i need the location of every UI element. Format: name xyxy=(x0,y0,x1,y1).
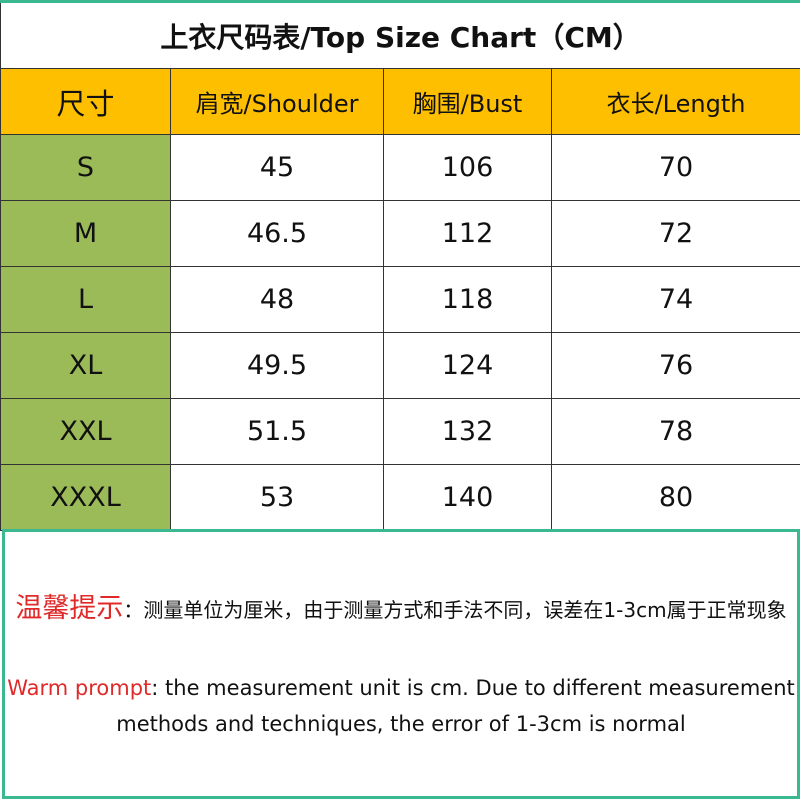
cell-size: XXXL xyxy=(0,464,171,531)
cell-size: XL xyxy=(0,332,171,399)
cell-shoulder: 49.5 xyxy=(170,332,384,399)
cell-size: XXL xyxy=(0,398,171,465)
size-table: 上衣尺码表/Top Size Chart（CM） 尺寸 肩宽/Shoulder … xyxy=(0,0,800,531)
table-row: XXL 51.5 132 78 xyxy=(0,398,800,465)
table-title: 上衣尺码表/Top Size Chart（CM） xyxy=(0,0,800,69)
cell-shoulder: 51.5 xyxy=(170,398,384,465)
note-en-label: Warm prompt xyxy=(7,676,152,700)
note-cn-text: ：测量单位为厘米，由于测量方式和手法不同，误差在1-3cm属于正常现象 xyxy=(123,598,787,622)
table-row: XL 49.5 124 76 xyxy=(0,332,800,399)
note-english: Warm prompt: the measurement unit is cm.… xyxy=(5,670,797,742)
header-length: 衣长/Length xyxy=(550,68,800,135)
table-row: M 46.5 112 72 xyxy=(0,200,800,267)
table-row: S 45 106 70 xyxy=(0,134,800,201)
header-bust: 胸围/Bust xyxy=(383,68,552,135)
cell-bust: 124 xyxy=(383,332,552,399)
header-shoulder: 肩宽/Shoulder xyxy=(170,68,384,135)
cell-bust: 112 xyxy=(383,200,552,267)
table-row: XXXL 53 140 80 xyxy=(0,464,800,531)
cell-shoulder: 46.5 xyxy=(170,200,384,267)
cell-shoulder: 48 xyxy=(170,266,384,333)
warm-prompt-note: 温馨提示：测量单位为厘米，由于测量方式和手法不同，误差在1-3cm属于正常现象 … xyxy=(2,529,800,799)
table-row: L 48 118 74 xyxy=(0,266,800,333)
cell-shoulder: 53 xyxy=(170,464,384,531)
cell-size: S xyxy=(0,134,171,201)
cell-length: 80 xyxy=(550,464,800,531)
cell-shoulder: 45 xyxy=(170,134,384,201)
header-row: 尺寸 肩宽/Shoulder 胸围/Bust 衣长/Length xyxy=(0,68,800,135)
cell-size: L xyxy=(0,266,171,333)
title-row: 上衣尺码表/Top Size Chart（CM） xyxy=(0,0,800,69)
cell-bust: 132 xyxy=(383,398,552,465)
cell-length: 72 xyxy=(550,200,800,267)
cell-bust: 106 xyxy=(383,134,552,201)
cell-length: 70 xyxy=(550,134,800,201)
cell-bust: 140 xyxy=(383,464,552,531)
cell-length: 76 xyxy=(550,332,800,399)
cell-length: 78 xyxy=(550,398,800,465)
cell-length: 74 xyxy=(550,266,800,333)
note-cn-label: 温馨提示 xyxy=(15,593,124,624)
note-chinese: 温馨提示：测量单位为厘米，由于测量方式和手法不同，误差在1-3cm属于正常现象 xyxy=(5,592,797,627)
cell-bust: 118 xyxy=(383,266,552,333)
note-en-text: : the measurement unit is cm. Due to dif… xyxy=(116,676,795,736)
header-size: 尺寸 xyxy=(0,68,171,135)
cell-size: M xyxy=(0,200,171,267)
